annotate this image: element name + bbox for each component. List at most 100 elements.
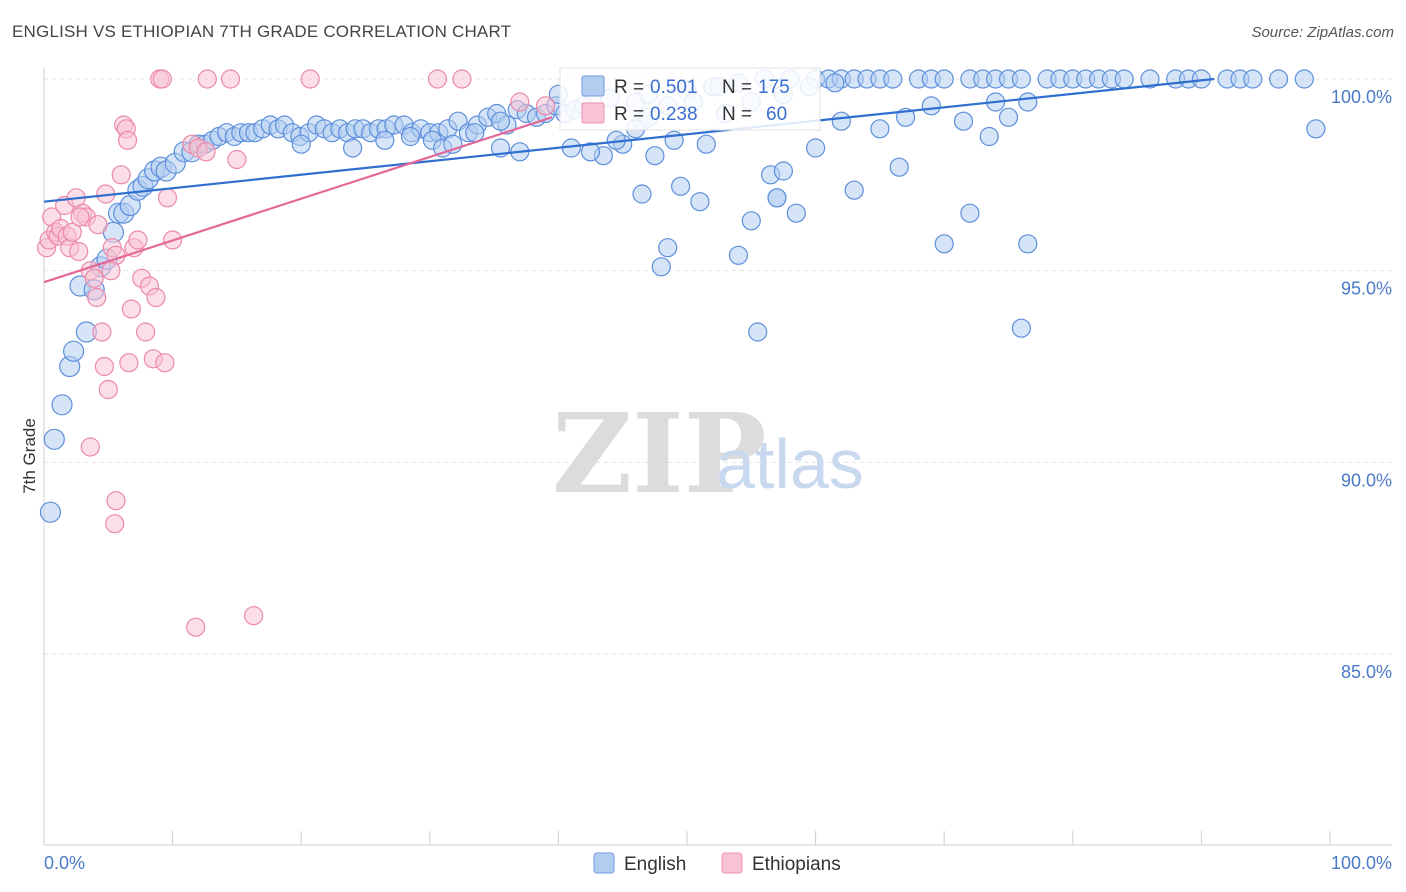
english-point-156[interactable] [960, 203, 980, 223]
grid-lines [44, 78, 1392, 655]
english-point-110[interactable] [1140, 69, 1160, 89]
english-point-94[interactable] [883, 69, 903, 89]
english-point-97[interactable] [934, 69, 954, 89]
ethiopians-point-46[interactable] [106, 491, 126, 511]
ethiopians-point-54[interactable] [510, 92, 530, 112]
english-point-158[interactable] [1018, 234, 1038, 254]
english-point-0[interactable] [39, 501, 62, 523]
english-point-139[interactable] [844, 180, 864, 200]
ethiopians-point-58[interactable] [101, 261, 121, 281]
english-point-151[interactable] [670, 176, 691, 196]
ethiopians-point-59[interactable] [121, 299, 141, 319]
english-point-144[interactable] [953, 111, 974, 131]
ethiopians-point-56[interactable] [70, 207, 90, 227]
english-point-73[interactable] [343, 138, 363, 158]
english-point-102[interactable] [1011, 69, 1032, 89]
ethiopians-point-48[interactable] [244, 606, 264, 626]
ethiopians-point-26[interactable] [117, 130, 138, 150]
ethiopians-point-57[interactable] [87, 287, 107, 308]
english-point-118[interactable] [1294, 69, 1314, 89]
y-axis-label: 7th Grade [20, 418, 39, 494]
ethiopians-point-50[interactable] [220, 69, 241, 89]
english-point-167[interactable] [696, 134, 716, 154]
ethiopians-point-42[interactable] [196, 142, 216, 162]
english-point-142[interactable] [870, 119, 890, 139]
english-point-164[interactable] [998, 107, 1019, 127]
ethiopians-point-29[interactable] [128, 230, 148, 250]
english-trend-line [43, 77, 1215, 203]
english-point-154[interactable] [767, 188, 787, 208]
stats-english-swatch [581, 75, 605, 97]
english-point-140[interactable] [805, 138, 826, 158]
ethiopians-point-11[interactable] [69, 241, 89, 262]
english-point-149[interactable] [889, 157, 909, 177]
english-point-163[interactable] [979, 126, 999, 147]
legend-item-ethiopians[interactable]: Ethiopians [721, 852, 841, 875]
legend-english-swatch [593, 852, 615, 874]
english-point-119[interactable] [1306, 119, 1326, 139]
legend-ethiopians-label: Ethiopians [752, 854, 841, 875]
english-point-159[interactable] [658, 238, 678, 258]
ethiopians-point-53[interactable] [452, 69, 472, 89]
ethiopians-point-20[interactable] [98, 379, 118, 400]
english-point-147[interactable] [1011, 318, 1032, 338]
watermark-atlas: atlas [716, 425, 864, 503]
english-point-146[interactable] [1018, 92, 1038, 112]
ethiopians-point-16[interactable] [88, 215, 108, 235]
english-point-157[interactable] [934, 234, 954, 254]
english-point-79[interactable] [375, 130, 395, 150]
ethiopians-point-44[interactable] [80, 437, 100, 457]
x-axis-ticks [43, 831, 1331, 845]
y-tick-label-1: 95.0% [1341, 279, 1392, 299]
english-point-138[interactable] [773, 161, 794, 181]
ethiopians-point-15[interactable] [84, 268, 104, 288]
legend-item-english[interactable]: English [593, 852, 686, 875]
ethiopians-point-36[interactable] [152, 69, 172, 89]
english-point-152[interactable] [690, 192, 710, 212]
english-point-74[interactable] [400, 126, 421, 147]
english-point-129[interactable] [825, 73, 845, 93]
english-point-4[interactable] [62, 340, 85, 362]
english-point-75[interactable] [465, 123, 485, 143]
ethiopians-point-45[interactable] [105, 514, 125, 534]
english-point-116[interactable] [1243, 69, 1263, 89]
ethiopians-point-34[interactable] [146, 287, 166, 308]
ethiopians-point-55[interactable] [535, 96, 556, 116]
english-point-153[interactable] [741, 211, 761, 231]
ethiopians-point-52[interactable] [427, 69, 448, 89]
x-tick-label-left: 0.0% [44, 853, 85, 873]
ethiopians-point-47[interactable] [186, 617, 206, 637]
english-point-150[interactable] [632, 184, 652, 204]
ethiopians-point-43[interactable] [227, 149, 247, 170]
ethiopians-point-38[interactable] [157, 188, 178, 208]
ethiopians-point-37[interactable] [155, 353, 175, 373]
english-point-109[interactable] [1114, 69, 1134, 89]
english-point-135[interactable] [645, 146, 665, 166]
ethiopians-point-17[interactable] [92, 322, 112, 342]
english-point-162[interactable] [748, 322, 768, 342]
ethiopians-point-18[interactable] [94, 356, 115, 377]
english-point-117[interactable] [1268, 69, 1289, 89]
english-point-2[interactable] [51, 394, 73, 416]
ethiopians-point-9[interactable] [62, 222, 82, 242]
english-point-155[interactable] [786, 203, 806, 223]
chart-title: ENGLISH VS ETHIOPIAN 7TH GRADE CORRELATI… [12, 22, 512, 41]
english-point-132[interactable] [580, 142, 601, 162]
english-point-1[interactable] [43, 428, 65, 450]
english-point-76[interactable] [490, 111, 511, 131]
stats-ethiopians-r-label: R = [614, 104, 644, 125]
ethiopians-point-23[interactable] [111, 165, 131, 185]
watermark: ZIP atlas [552, 389, 864, 518]
english-point-160[interactable] [651, 257, 671, 277]
ethiopians-point-51[interactable] [300, 69, 320, 89]
english-point-161[interactable] [728, 245, 749, 265]
english-point-141[interactable] [831, 111, 851, 131]
ethiopians-point-31[interactable] [136, 322, 156, 342]
ethiopians-point-27[interactable] [119, 353, 139, 373]
source-credit[interactable]: Source: ZipAtlas.com [1251, 24, 1394, 41]
stats-english-r-value: 0.501 [650, 77, 698, 98]
english-point-78[interactable] [291, 134, 311, 154]
ethiopians-point-49[interactable] [197, 69, 217, 89]
english-point-165[interactable] [921, 96, 941, 116]
stats-ethiopians-r-value: 0.238 [650, 104, 698, 125]
